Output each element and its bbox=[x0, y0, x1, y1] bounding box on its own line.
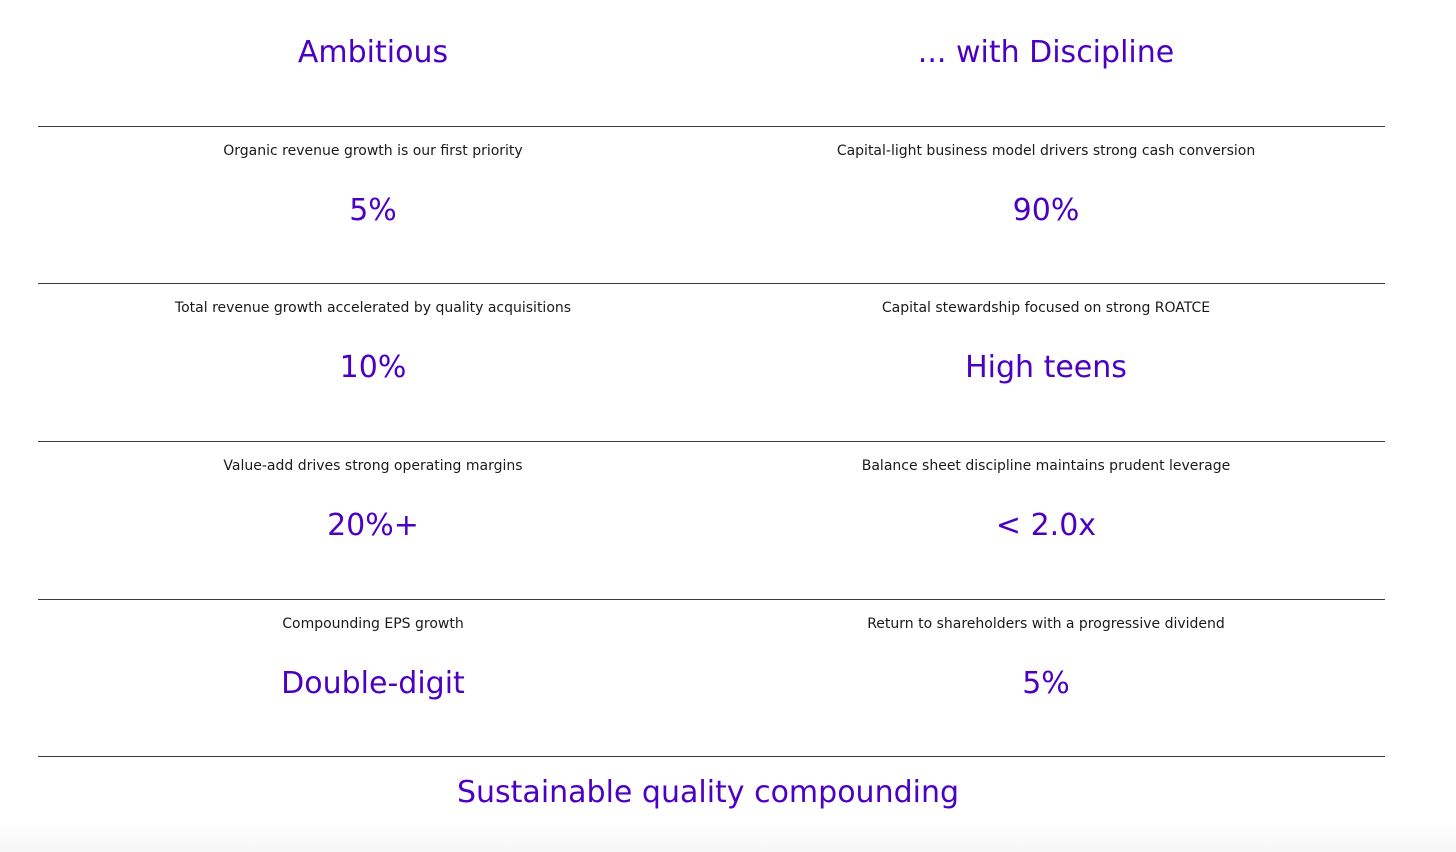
cell-roatce: Capital stewardship focused on strong RO… bbox=[708, 283, 1384, 440]
cell-metric: 90% bbox=[1012, 193, 1080, 228]
cell-metric: Double-digit bbox=[281, 666, 465, 701]
divider bbox=[38, 283, 1385, 284]
cell-description: Total revenue growth accelerated by qual… bbox=[174, 300, 572, 316]
cell-description: Compounding EPS growth bbox=[282, 616, 464, 632]
cell-cash-conversion: Capital-light business model drivers str… bbox=[708, 126, 1384, 283]
cell-metric: 5% bbox=[349, 193, 397, 228]
cell-description: Return to shareholders with a progressiv… bbox=[867, 616, 1225, 632]
cell-description: Balance sheet discipline maintains prude… bbox=[861, 458, 1231, 474]
cell-description: Value-add drives strong operating margin… bbox=[223, 458, 523, 474]
cell-organic-growth: Organic revenue growth is our first prio… bbox=[38, 126, 708, 283]
table-row: Total revenue growth accelerated by qual… bbox=[38, 283, 1385, 440]
cell-description: Organic revenue growth is our first prio… bbox=[223, 143, 523, 159]
divider bbox=[38, 441, 1385, 442]
footer-tagline: Sustainable quality compounding bbox=[456, 775, 960, 810]
cell-description: Capital-light business model drivers str… bbox=[836, 143, 1256, 159]
table-row: Value-add drives strong operating margin… bbox=[38, 441, 1385, 598]
cell-leverage: Balance sheet discipline maintains prude… bbox=[708, 441, 1384, 598]
cell-metric: High teens bbox=[965, 350, 1127, 385]
divider bbox=[38, 756, 1385, 757]
header-discipline: ... with Discipline bbox=[917, 35, 1175, 70]
cell-eps-growth: Compounding EPS growth Double-digit bbox=[38, 599, 708, 756]
cell-total-growth: Total revenue growth accelerated by qual… bbox=[38, 283, 708, 440]
cell-metric: 5% bbox=[1022, 666, 1070, 701]
header-ambitious: Ambitious bbox=[297, 35, 449, 70]
divider bbox=[38, 599, 1385, 600]
cell-metric: 20%+ bbox=[327, 508, 419, 543]
cell-operating-margins: Value-add drives strong operating margin… bbox=[38, 441, 708, 598]
divider bbox=[38, 126, 1385, 127]
cell-metric: 10% bbox=[339, 350, 407, 385]
cell-description: Capital stewardship focused on strong RO… bbox=[881, 300, 1211, 316]
table-row: Organic revenue growth is our first prio… bbox=[38, 126, 1385, 283]
cell-dividend: Return to shareholders with a progressiv… bbox=[708, 599, 1384, 756]
cell-metric: < 2.0x bbox=[995, 508, 1097, 543]
table-row: Compounding EPS growth Double-digit Retu… bbox=[38, 599, 1385, 756]
bottom-fade bbox=[0, 822, 1456, 852]
